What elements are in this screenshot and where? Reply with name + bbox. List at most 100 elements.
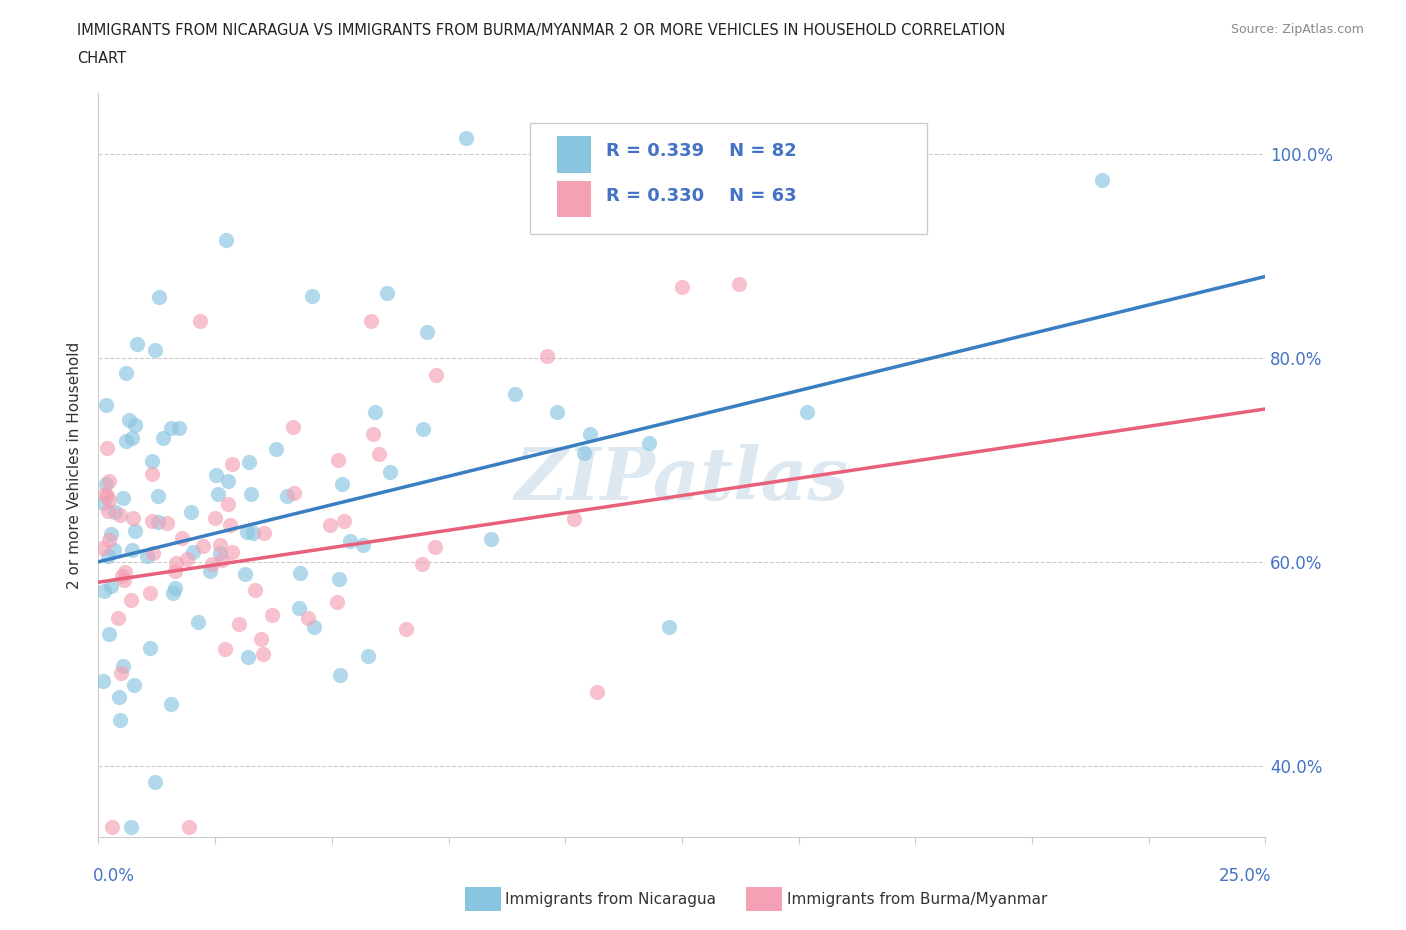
Point bbox=[91, 673, 114, 688]
Point bbox=[93, 486, 115, 501]
Point bbox=[141, 513, 163, 528]
Point bbox=[115, 365, 138, 380]
Text: 25.0%: 25.0% bbox=[1219, 867, 1271, 884]
Point bbox=[659, 189, 682, 204]
Point bbox=[233, 566, 256, 581]
Point bbox=[96, 489, 118, 504]
Y-axis label: 2 or more Vehicles in Household: 2 or more Vehicles in Household bbox=[67, 341, 83, 589]
Point bbox=[124, 524, 146, 538]
Point bbox=[146, 514, 169, 529]
Text: Immigrants from Burma/Myanmar: Immigrants from Burma/Myanmar bbox=[787, 892, 1047, 907]
Point bbox=[276, 488, 298, 503]
Point bbox=[412, 422, 434, 437]
Point bbox=[288, 600, 311, 615]
Point bbox=[138, 585, 160, 600]
Point bbox=[143, 342, 166, 357]
Point bbox=[221, 545, 243, 560]
Point bbox=[503, 387, 526, 402]
Point bbox=[214, 642, 236, 657]
Text: 0.0%: 0.0% bbox=[93, 867, 135, 884]
Point bbox=[198, 563, 221, 578]
Point bbox=[360, 313, 382, 328]
Point bbox=[562, 512, 585, 526]
Point bbox=[252, 646, 274, 661]
Point bbox=[120, 593, 142, 608]
Point bbox=[127, 337, 149, 352]
Point bbox=[318, 517, 340, 532]
Point bbox=[425, 539, 447, 554]
Point bbox=[215, 233, 238, 248]
Point bbox=[375, 286, 398, 300]
Point bbox=[98, 532, 121, 547]
Point bbox=[112, 572, 135, 587]
Point bbox=[236, 649, 259, 664]
Point bbox=[456, 131, 478, 146]
Point bbox=[98, 474, 121, 489]
Point bbox=[97, 503, 120, 518]
Point bbox=[301, 288, 323, 303]
Point bbox=[181, 545, 204, 560]
Point bbox=[328, 572, 350, 587]
FancyBboxPatch shape bbox=[557, 180, 591, 218]
Point bbox=[1091, 172, 1114, 187]
Point bbox=[94, 398, 117, 413]
Point bbox=[152, 431, 174, 445]
Point bbox=[114, 565, 136, 579]
Point bbox=[367, 446, 389, 461]
Point bbox=[250, 631, 273, 646]
Point bbox=[546, 405, 568, 419]
Point bbox=[208, 538, 231, 553]
Point bbox=[796, 405, 818, 419]
Point bbox=[100, 819, 122, 834]
Point bbox=[536, 349, 558, 364]
Text: CHART: CHART bbox=[77, 51, 127, 66]
Point bbox=[107, 611, 129, 626]
Point bbox=[363, 405, 385, 420]
Point bbox=[180, 505, 202, 520]
Point bbox=[107, 690, 129, 705]
Point bbox=[179, 819, 201, 834]
Point bbox=[228, 617, 250, 631]
Point bbox=[205, 468, 228, 483]
Point bbox=[208, 545, 231, 560]
Point bbox=[108, 712, 131, 727]
Text: Source: ZipAtlas.com: Source: ZipAtlas.com bbox=[1230, 23, 1364, 36]
Point bbox=[111, 491, 134, 506]
Point bbox=[352, 538, 374, 552]
Point bbox=[238, 455, 260, 470]
Point bbox=[243, 583, 266, 598]
Point bbox=[288, 565, 311, 580]
Point bbox=[638, 435, 661, 450]
Point bbox=[141, 467, 163, 482]
Point bbox=[96, 476, 118, 491]
Point bbox=[148, 290, 170, 305]
Point bbox=[671, 279, 693, 294]
Point bbox=[121, 431, 143, 445]
Point bbox=[658, 619, 681, 634]
Point bbox=[330, 476, 353, 491]
Point bbox=[100, 526, 122, 541]
Point bbox=[217, 473, 239, 488]
Point bbox=[236, 525, 259, 539]
Point bbox=[103, 542, 125, 557]
Point bbox=[302, 619, 325, 634]
Point bbox=[211, 552, 233, 567]
Point bbox=[217, 497, 239, 512]
Point bbox=[283, 486, 305, 501]
Point bbox=[380, 464, 402, 479]
Point bbox=[112, 658, 135, 673]
Point bbox=[159, 697, 181, 711]
Point bbox=[219, 518, 242, 533]
Point bbox=[586, 684, 609, 699]
Point bbox=[98, 627, 121, 642]
Point bbox=[93, 583, 115, 598]
Text: Immigrants from Nicaragua: Immigrants from Nicaragua bbox=[505, 892, 717, 907]
Point bbox=[325, 594, 347, 609]
Point bbox=[121, 511, 143, 525]
Point bbox=[204, 511, 226, 525]
Point bbox=[160, 420, 183, 435]
Point bbox=[187, 615, 209, 630]
Point bbox=[97, 549, 120, 564]
Point bbox=[143, 774, 166, 789]
Point bbox=[253, 525, 276, 540]
